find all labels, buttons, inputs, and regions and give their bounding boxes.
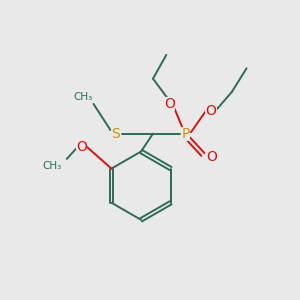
Text: O: O [206, 150, 217, 164]
Text: O: O [76, 140, 87, 154]
Text: CH₃: CH₃ [42, 161, 62, 171]
Text: P: P [182, 127, 190, 141]
Text: CH₃: CH₃ [74, 92, 93, 102]
Text: O: O [206, 104, 216, 118]
Text: O: O [164, 97, 175, 111]
Text: S: S [111, 127, 120, 141]
